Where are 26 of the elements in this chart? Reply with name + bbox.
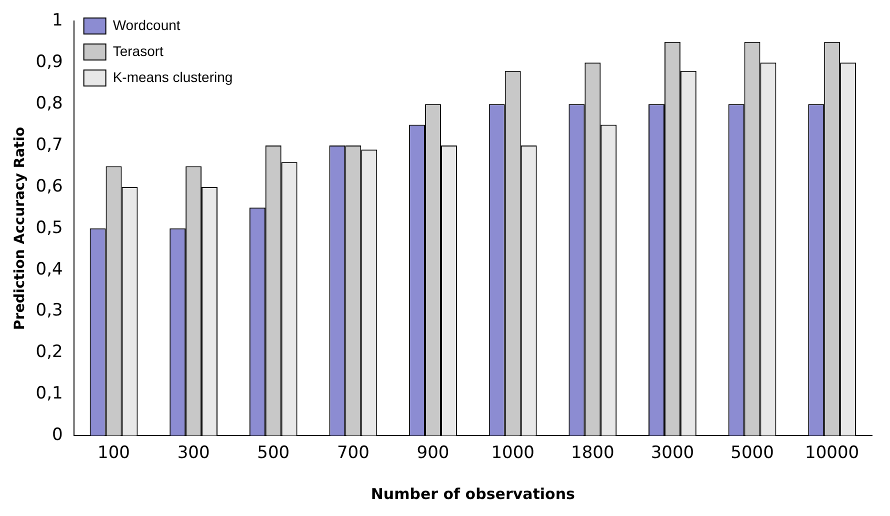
y-axis-title: Prediction Accuracy Ratio bbox=[12, 126, 28, 330]
y-tick-label: 0,3 bbox=[36, 300, 63, 321]
y-tick-label: 0,6 bbox=[36, 176, 63, 196]
y-tick-label: 0,5 bbox=[36, 218, 63, 238]
x-tick-label: 100 bbox=[98, 443, 130, 464]
y-tick-label: 0,1 bbox=[36, 384, 63, 404]
y-tick-label: 0,9 bbox=[36, 52, 63, 72]
x-tick-label: 1800 bbox=[571, 443, 614, 464]
y-tick-label: 0,8 bbox=[36, 94, 63, 114]
x-tick-label: 10000 bbox=[805, 443, 860, 464]
y-tick-label: 0,7 bbox=[36, 134, 63, 155]
x-tick-label: 300 bbox=[177, 443, 210, 464]
x-tick-label: 3000 bbox=[650, 443, 694, 464]
x-tick-label: 700 bbox=[336, 443, 370, 464]
y-tick-label: 0,2 bbox=[36, 342, 63, 362]
legend-label: Terasort bbox=[112, 42, 164, 59]
x-tick-label: 500 bbox=[257, 443, 290, 464]
legend-label: Wordcount bbox=[112, 16, 180, 33]
x-tick-label: 1000 bbox=[491, 443, 534, 464]
x-tick-label: 5000 bbox=[730, 443, 774, 464]
y-tick-label: 0 bbox=[52, 425, 63, 446]
x-tick-label: 900 bbox=[416, 443, 450, 464]
y-tick-label: 1 bbox=[52, 10, 63, 31]
x-axis-title: Number of observations bbox=[370, 484, 576, 503]
y-tick-label: 0,4 bbox=[36, 259, 63, 280]
legend-label: K-means clustering bbox=[112, 68, 233, 85]
